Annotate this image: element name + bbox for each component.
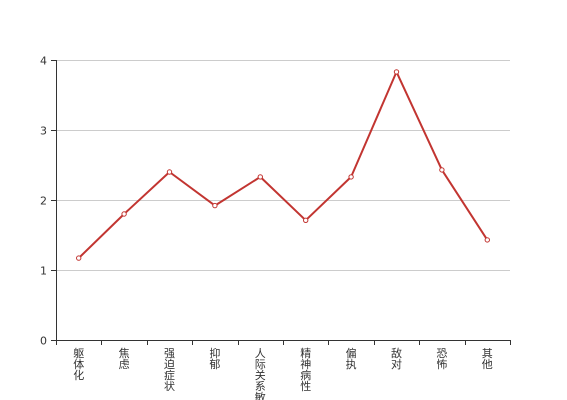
data-point-7 bbox=[393, 69, 400, 75]
axes bbox=[51, 60, 511, 345]
data-point-1 bbox=[121, 211, 127, 217]
x-category-label: 敌对 bbox=[391, 346, 402, 371]
x-category-label: 偏执 bbox=[346, 346, 357, 371]
x-category-label: 强迫症状 bbox=[164, 347, 175, 393]
data-point-9 bbox=[484, 237, 490, 243]
series-line-group bbox=[77, 70, 489, 260]
y-tick-label: 0 bbox=[40, 335, 47, 348]
y-tick-label: 4 bbox=[40, 55, 47, 68]
data-point-4 bbox=[257, 174, 263, 180]
data-points bbox=[76, 69, 490, 261]
data-point-5 bbox=[303, 217, 309, 224]
x-category-label: 焦虑 bbox=[119, 347, 130, 371]
data-point-8 bbox=[439, 167, 445, 173]
x-category-label: 人际关系敏感 bbox=[255, 347, 266, 400]
x-category-label: 抑郁 bbox=[209, 346, 220, 371]
data-point-6 bbox=[348, 174, 354, 180]
series-line-0 bbox=[77, 70, 489, 260]
y-tick-label: 3 bbox=[40, 125, 47, 138]
y-tick-label: 1 bbox=[40, 265, 47, 278]
x-category-labels: 躯体化 焦虑 强迫症状 抑郁 人际关系敏感 精神病性 偏执 敌对 恐怖 其他 bbox=[73, 346, 493, 400]
data-point-3 bbox=[212, 202, 218, 209]
data-point-0 bbox=[76, 255, 82, 261]
y-tick-labels: 0 1 2 3 4 bbox=[40, 55, 47, 348]
x-category-label: 恐怖 bbox=[436, 347, 447, 371]
data-point-2 bbox=[166, 169, 173, 175]
x-category-label: 躯体化 bbox=[73, 347, 84, 382]
y-tick-label: 2 bbox=[40, 195, 47, 208]
grid-lines bbox=[56, 60, 510, 271]
x-category-label: 其他 bbox=[482, 347, 493, 371]
x-category-label: 精神病性 bbox=[300, 347, 311, 393]
